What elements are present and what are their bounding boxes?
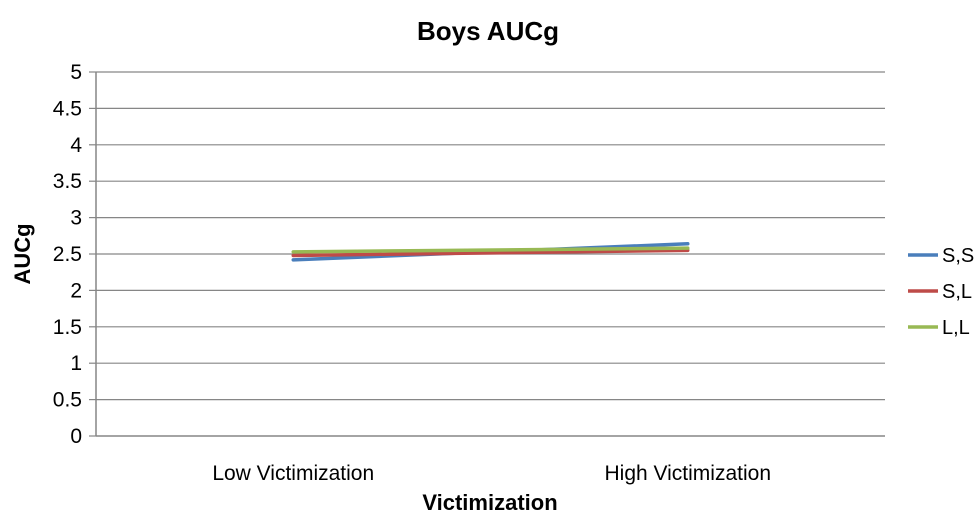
y-tick-label: 3: [70, 207, 82, 230]
x-tick-labels: Low Victimization High Victimization: [212, 462, 771, 485]
chart-title: Boys AUCg: [417, 16, 559, 46]
series-line-sl: [291, 248, 690, 258]
gridlines: [89, 71, 885, 437]
legend-label: S,S: [942, 245, 974, 267]
y-tick-label: 0: [70, 425, 82, 448]
x-axis-title: Victimization: [422, 490, 557, 515]
series-lines: [291, 242, 690, 262]
y-tick-label: 1: [70, 352, 82, 375]
y-tick-label: 4: [70, 134, 82, 157]
legend-label: L,L: [942, 317, 970, 339]
y-tick-label: 2.5: [53, 243, 82, 266]
legend: S,S S,L L,L: [908, 245, 974, 339]
x-tick-label: Low Victimization: [212, 462, 374, 485]
y-tick-label: 2: [70, 279, 82, 302]
legend-label: S,L: [942, 281, 972, 303]
y-tick-label: 0.5: [53, 389, 82, 412]
y-tick-label: 3.5: [53, 170, 82, 193]
y-tick-labels: 0 0.5 1 1.5 2 2.5 3 3.5 4 4.5 5: [53, 61, 83, 448]
y-tick-label: 4.5: [53, 97, 82, 120]
series-line-ll: [291, 246, 690, 254]
y-tick-label: 5: [70, 61, 82, 84]
y-tick-label: 1.5: [53, 316, 82, 339]
axes: [95, 72, 885, 437]
y-axis-title: AUCg: [10, 223, 35, 284]
x-tick-label: High Victimization: [604, 462, 771, 485]
